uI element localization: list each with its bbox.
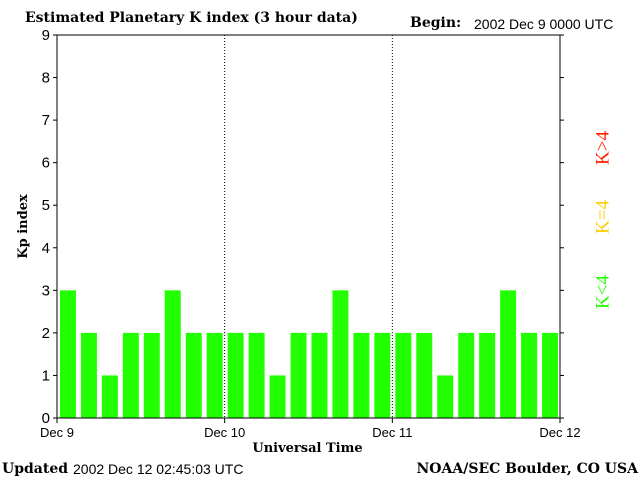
x-tick-label: Dec 12 bbox=[539, 425, 580, 440]
y-tick-label: 2 bbox=[42, 325, 50, 342]
bar bbox=[80, 332, 97, 418]
x-axis-label: Universal Time bbox=[252, 441, 362, 456]
y-tick-label: 9 bbox=[42, 27, 50, 44]
bar bbox=[248, 332, 265, 418]
bar bbox=[122, 332, 139, 418]
bar bbox=[101, 375, 118, 418]
bar bbox=[416, 332, 433, 418]
bar bbox=[500, 290, 517, 418]
begin-label: Begin: bbox=[410, 15, 462, 31]
y-tick-label: 4 bbox=[42, 240, 50, 257]
bar bbox=[353, 332, 370, 418]
x-tick-label: Dec 9 bbox=[40, 425, 74, 440]
legend-k-greater-than-4: K>4 bbox=[592, 131, 614, 165]
y-tick-label: 7 bbox=[42, 112, 50, 129]
legend-k-less-than-4: K<4 bbox=[592, 275, 614, 309]
y-axis-label: Kp index bbox=[16, 194, 31, 259]
bar bbox=[311, 332, 328, 418]
y-tick-label: 6 bbox=[42, 155, 50, 172]
bar bbox=[227, 332, 244, 418]
source-credit: NOAA/SEC Boulder, CO USA bbox=[416, 461, 639, 477]
bar bbox=[143, 332, 160, 418]
plot-frame bbox=[56, 34, 561, 419]
x-tick-label: Dec 11 bbox=[372, 425, 412, 440]
y-tick-label: 5 bbox=[42, 197, 50, 214]
bar bbox=[458, 332, 475, 418]
bar bbox=[374, 332, 391, 418]
y-tick-label: 0 bbox=[42, 410, 50, 427]
bar bbox=[290, 332, 307, 418]
bar bbox=[164, 290, 181, 418]
updated-label: Updated bbox=[2, 461, 69, 477]
y-tick-label: 3 bbox=[42, 282, 50, 299]
bar bbox=[332, 290, 349, 418]
legend-k-equals-4: K=4 bbox=[592, 200, 614, 234]
begin-value: 2002 Dec 9 0000 UTC bbox=[474, 16, 614, 32]
bar bbox=[542, 332, 558, 418]
bar bbox=[521, 332, 538, 418]
bar bbox=[269, 375, 286, 418]
bar bbox=[437, 375, 454, 418]
x-tick-label: Dec 10 bbox=[204, 425, 245, 440]
bar bbox=[206, 332, 223, 418]
y-tick-label: 1 bbox=[42, 367, 50, 384]
updated-value: 2002 Dec 12 02:45:03 UTC bbox=[73, 461, 244, 477]
bar bbox=[60, 290, 76, 418]
chart-title: Estimated Planetary K index (3 hour data… bbox=[25, 10, 358, 26]
bar bbox=[395, 332, 412, 418]
bar bbox=[185, 332, 202, 418]
bar bbox=[479, 332, 496, 418]
y-tick-label: 8 bbox=[42, 70, 50, 87]
